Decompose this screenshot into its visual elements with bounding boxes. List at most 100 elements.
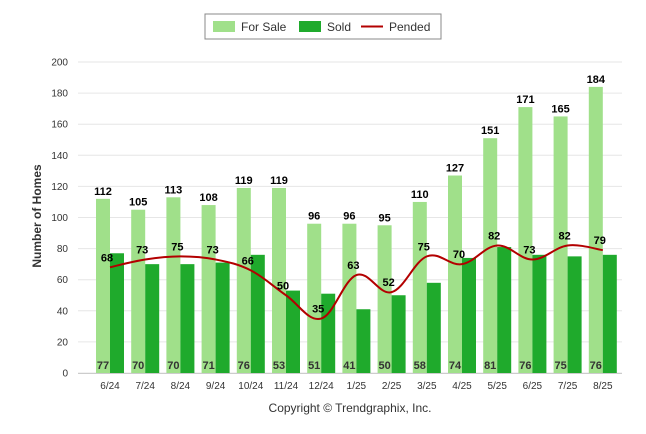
pended-label: 73 — [136, 244, 148, 256]
pended-label: 66 — [242, 255, 254, 267]
pended-label: 79 — [594, 235, 606, 247]
sold-bar — [391, 295, 406, 373]
pended-label: 82 — [488, 230, 500, 242]
x-tick-label: 6/24 — [100, 381, 120, 392]
sold-label: 75 — [554, 360, 566, 372]
for-sale-label: 105 — [129, 197, 147, 209]
y-tick-label: 20 — [57, 337, 69, 348]
for-sale-bar — [166, 197, 181, 373]
x-tick-label: 7/25 — [558, 381, 578, 392]
for-sale-label: 96 — [308, 211, 320, 223]
for-sale-label: 96 — [343, 211, 355, 223]
for-sale-label: 127 — [446, 163, 464, 175]
y-tick-label: 40 — [57, 306, 69, 317]
sold-label: 58 — [414, 360, 426, 372]
for-sale-label: 112 — [94, 186, 112, 198]
data-labels: 112 77 105 70 113 70 108 71 119 76 119 53 96 51 96 41 95… — [94, 74, 606, 372]
sold-bar — [356, 309, 371, 373]
legend-sold-swatch — [299, 21, 321, 32]
x-tick-label: 9/24 — [206, 381, 226, 392]
for-sale-bar — [553, 116, 568, 374]
y-axis-title: Number of Homes — [30, 164, 44, 268]
sold-bar — [602, 254, 617, 373]
copyright: Copyright © Trendgraphix, Inc. — [269, 401, 432, 415]
for-sale-bar — [342, 223, 357, 373]
for-sale-bar — [412, 201, 427, 373]
pended-line — [109, 244, 603, 320]
pended-label: 75 — [418, 241, 430, 253]
sold-label: 74 — [449, 360, 462, 372]
sold-bar — [532, 254, 547, 373]
sold-label: 77 — [97, 360, 109, 372]
sold-bar — [321, 293, 336, 373]
legend: For Sale Sold Pended — [204, 13, 442, 40]
for-sale-label: 110 — [411, 189, 429, 201]
for-sale-label: 108 — [199, 192, 217, 204]
legend-sold-label: Sold — [327, 20, 351, 34]
pended-label: 73 — [523, 244, 535, 256]
sold-label: 76 — [238, 360, 250, 372]
for-sale-bar — [307, 223, 322, 373]
sold-bar — [215, 262, 230, 373]
sold-label: 76 — [590, 360, 602, 372]
legend-for-sale-label: For Sale — [241, 20, 287, 34]
for-sale-bar — [131, 209, 146, 373]
legend-box — [204, 13, 442, 40]
sold-label: 50 — [378, 360, 390, 372]
y-tick-label: 120 — [51, 182, 68, 193]
sold-bar — [250, 254, 265, 373]
for-sale-bar — [377, 225, 392, 373]
x-tick-label: 6/25 — [523, 381, 543, 392]
pended-label: 35 — [312, 304, 324, 316]
y-tick-label: 180 — [51, 89, 68, 100]
sold-label: 76 — [519, 360, 531, 372]
bars — [96, 86, 617, 374]
y-tick-label: 140 — [51, 151, 68, 162]
for-sale-bar — [272, 187, 286, 373]
pended-label: 70 — [453, 249, 465, 261]
for-sale-label: 151 — [481, 125, 499, 137]
sold-bar — [567, 256, 582, 373]
for-sale-label: 165 — [551, 103, 569, 115]
for-sale-bar — [518, 107, 533, 373]
y-tick-label: 0 — [62, 369, 68, 380]
for-sale-bar — [448, 175, 462, 373]
x-tick-label: 8/24 — [171, 381, 191, 392]
for-sale-bar — [201, 205, 216, 373]
y-tick-label: 100 — [51, 213, 68, 224]
for-sale-label: 119 — [270, 175, 288, 187]
sold-label: 81 — [484, 360, 496, 372]
for-sale-label: 95 — [378, 212, 390, 224]
sold-bar — [110, 253, 124, 373]
y-axis-ticks: 0 20 40 60 80 100 120 140 160 180 200 — [51, 58, 68, 380]
sold-bar — [462, 257, 476, 373]
for-sale-bar — [588, 86, 603, 373]
for-sale-bar — [96, 198, 110, 373]
for-sale-bar — [483, 138, 498, 373]
pended-label: 50 — [277, 280, 289, 292]
pended-label: 73 — [206, 244, 218, 256]
sold-bar — [145, 264, 160, 373]
pended-label: 82 — [558, 230, 570, 242]
sold-label: 70 — [167, 360, 179, 372]
x-tick-label: 12/24 — [309, 381, 334, 392]
sold-bar — [497, 247, 512, 373]
y-tick-label: 160 — [51, 120, 68, 131]
sold-label: 41 — [343, 360, 355, 372]
for-sale-label: 171 — [516, 94, 534, 106]
sold-label: 53 — [273, 360, 285, 372]
x-axis-ticks: 6/24 7/24 8/24 9/24 10/24 11/24 12/24 1/25 2/25 3… — [100, 381, 613, 392]
x-tick-label: 10/24 — [238, 381, 263, 392]
y-tick-label: 60 — [57, 275, 69, 286]
pended-label: 75 — [171, 241, 183, 253]
legend-pended-label: Pended — [389, 20, 430, 34]
y-tick-label: 200 — [51, 58, 68, 69]
pended-label: 52 — [382, 277, 394, 289]
legend-for-sale-swatch — [213, 21, 235, 32]
pended-label: 68 — [101, 252, 113, 264]
sold-bar — [286, 290, 300, 373]
x-tick-label: 4/25 — [452, 381, 472, 392]
for-sale-label: 113 — [165, 184, 183, 196]
for-sale-bar — [236, 187, 251, 373]
